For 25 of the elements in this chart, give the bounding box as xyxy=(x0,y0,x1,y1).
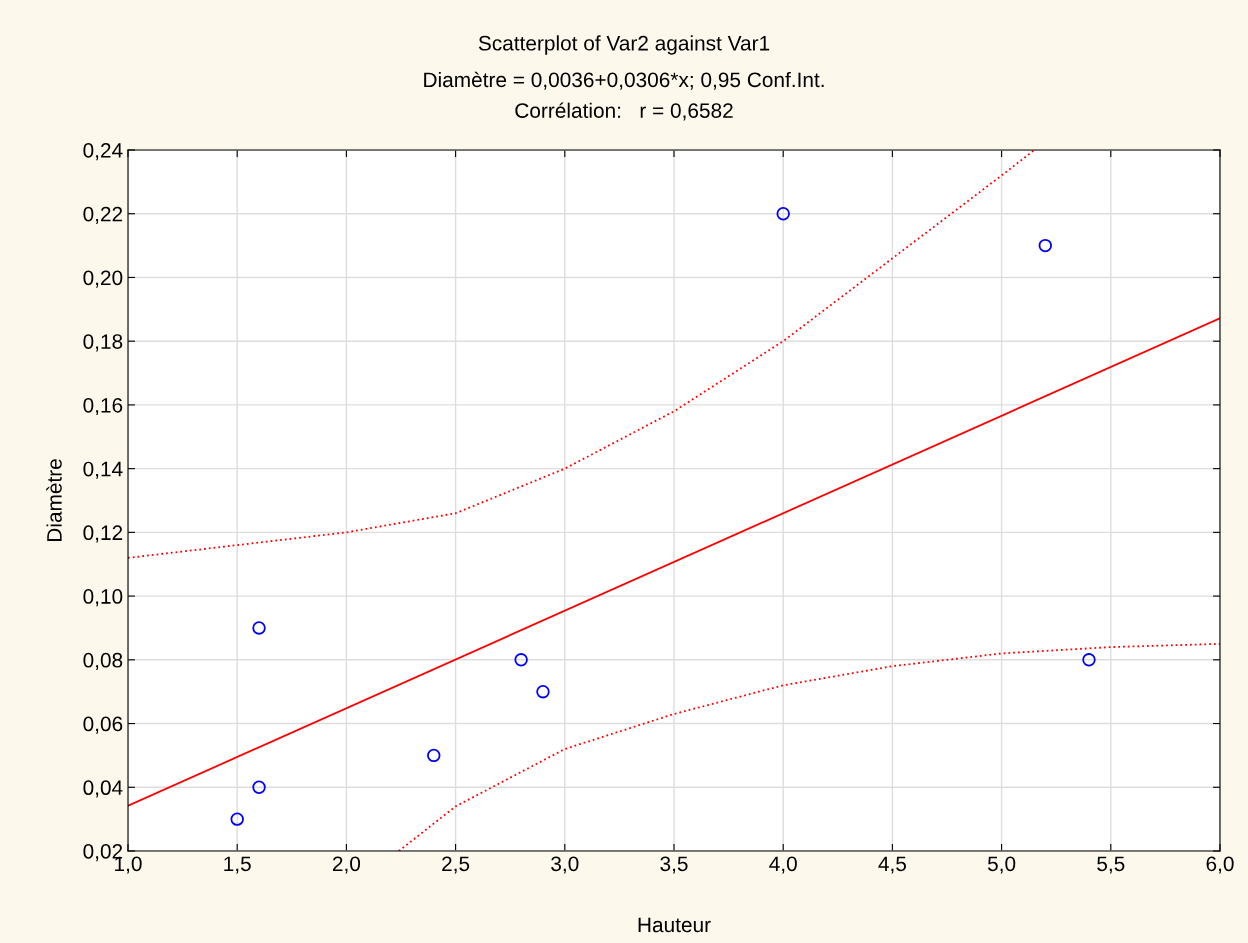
y-tick-label: 0,06 xyxy=(83,716,123,734)
y-tick-label: 0,14 xyxy=(83,461,123,479)
x-tick-label: 1,5 xyxy=(224,856,251,874)
y-tick-label: 0,10 xyxy=(83,589,123,607)
x-tick-label: 3,0 xyxy=(551,856,579,874)
x-tick-label: 5,5 xyxy=(1097,856,1125,874)
x-tick-label: 4,0 xyxy=(769,856,797,874)
x-axis-title: Hauteur xyxy=(638,917,711,933)
chart-title: Scatterplot of Var2 against Var1 xyxy=(478,35,770,55)
y-tick-label: 0,24 xyxy=(83,143,123,161)
y-axis-title: Diamètre xyxy=(46,459,62,542)
chart-subtitle: Diamètre = 0,0036+0,0306*x; 0,95 Conf.Int. Corrélation: r = 0,6582 xyxy=(424,71,824,121)
x-tick-label: 2,5 xyxy=(442,856,470,874)
y-tick-label: 0,04 xyxy=(83,780,123,798)
x-tick-label: 5,0 xyxy=(987,856,1016,874)
y-tick-label: 0,22 xyxy=(83,206,123,224)
y-tick-label: 0,20 xyxy=(83,270,123,288)
y-tick-label: 0,08 xyxy=(83,652,123,671)
x-tick-label: 3,5 xyxy=(660,856,688,874)
y-tick-label: 0,16 xyxy=(83,397,123,416)
x-tick-label: 4,5 xyxy=(878,856,907,874)
x-tick-label: 6,0 xyxy=(1206,856,1234,874)
x-tick-label: 2,0 xyxy=(332,856,361,874)
y-tick-label: 0,12 xyxy=(83,525,123,543)
y-tick-label: 0,18 xyxy=(83,334,123,352)
